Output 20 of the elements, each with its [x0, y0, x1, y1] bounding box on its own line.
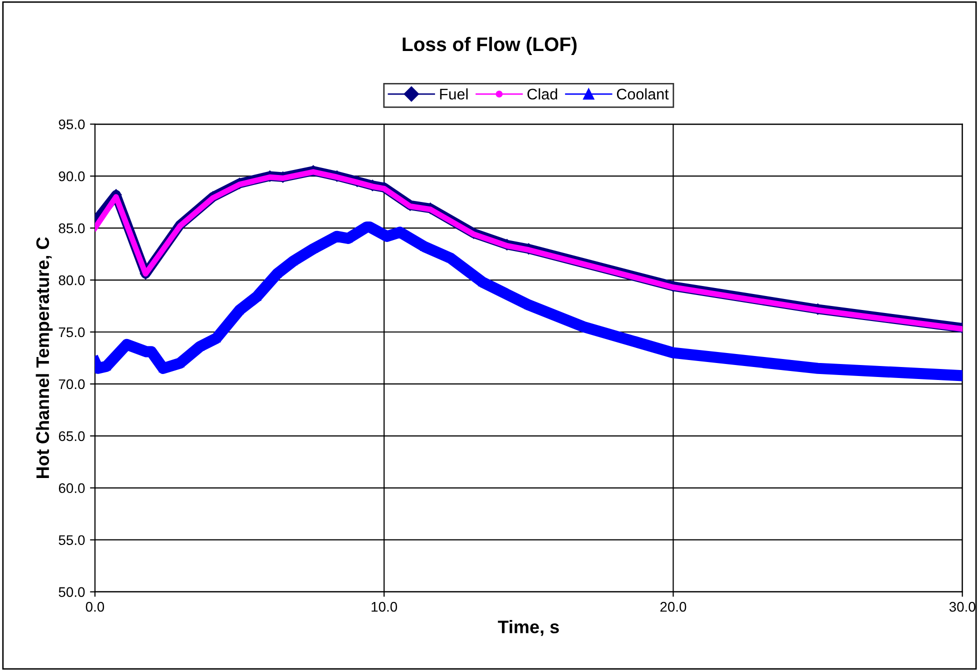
y-tick-label: 50.0 — [58, 587, 85, 597]
x-axis-title: Time, s — [498, 620, 559, 636]
y-tick-label: 75.0 — [58, 327, 85, 338]
y-tick-label: 80.0 — [58, 275, 85, 286]
y-tick-label: 95.0 — [58, 119, 85, 130]
y-axis-title: Hot Channel Temperature, C — [36, 237, 53, 478]
legend-label: Coolant — [616, 88, 669, 100]
x-tick-label: 0.0 — [86, 602, 104, 612]
chart-title: Loss of Flow (LOF) — [402, 36, 577, 56]
x-tick-label: 30.0 — [949, 602, 976, 612]
x-tick-label: 20.0 — [660, 602, 686, 612]
y-tick-label: 55.0 — [58, 535, 85, 546]
y-tick-label: 90.0 — [58, 171, 85, 182]
y-tick-label: 70.0 — [58, 379, 85, 390]
y-tick-label: 65.0 — [58, 431, 85, 442]
y-tick-label: 60.0 — [58, 483, 85, 494]
legend-label: Fuel — [440, 88, 468, 100]
legend-label: Clad — [527, 88, 558, 100]
y-tick-label: 85.0 — [58, 223, 85, 234]
x-tick-label: 10.0 — [372, 602, 398, 612]
